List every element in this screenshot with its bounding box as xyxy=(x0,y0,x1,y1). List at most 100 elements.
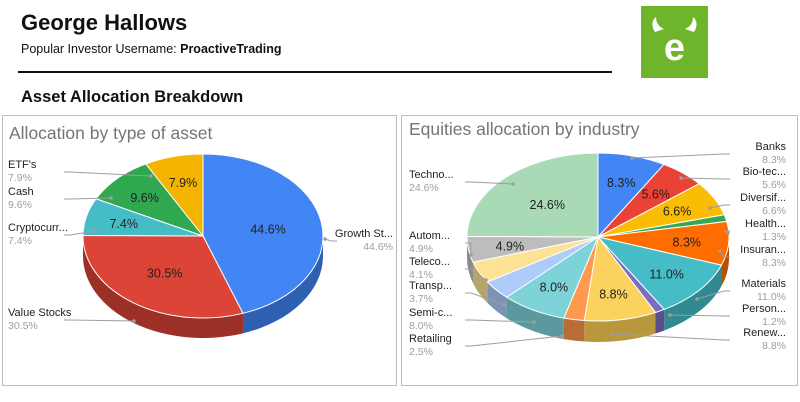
pie-side-insuran xyxy=(721,237,729,287)
leader-line-person xyxy=(669,314,730,317)
asset-type-pie-chart: Allocation by type of asset 44.6% 30.5% 7.4… xyxy=(8,123,393,338)
legend-value-semi-c: 8.0% xyxy=(409,320,433,332)
leader-dot-value-stocks xyxy=(132,319,136,323)
legend-value-cash: 9.6% xyxy=(8,199,32,211)
username-line: Popular Investor Username: ProactiveTrad… xyxy=(21,42,282,56)
slice-value-growth-st: 44.6% xyxy=(250,222,285,236)
legend-value-cryptocurr: 7.4% xyxy=(8,235,32,247)
chart-panel-industry: Equities allocation by industry 8.3% 5.6% 6… xyxy=(401,115,798,386)
legend-label-retailing: Retailing xyxy=(409,333,452,345)
slice-value-semi-c: 8.0% xyxy=(540,281,569,295)
leader-dot-person xyxy=(668,313,672,317)
leader-dot-etf-s xyxy=(149,174,153,178)
leader-dot-insuran xyxy=(718,249,722,253)
leader-line-diversif xyxy=(709,204,730,209)
legend-value-insuran: 8.3% xyxy=(762,257,786,269)
leader-line-transp xyxy=(465,292,506,306)
legend-label-cryptocurr: Cryptocurr... xyxy=(8,222,68,234)
legend-label-techno: Techno... xyxy=(409,169,454,181)
leader-line-etf-s xyxy=(64,171,152,177)
leader-line-cash xyxy=(64,197,112,200)
pie-slice-techno xyxy=(466,152,599,238)
pie-sides xyxy=(467,237,729,342)
slice-value-techno: 24.6% xyxy=(530,198,565,212)
legend-label-insuran: Insuran... xyxy=(740,244,786,256)
legend-value-materials: 11.0% xyxy=(757,291,786,303)
pie-side-autom xyxy=(467,237,473,284)
legend-value-retailing: 2.5% xyxy=(409,346,433,358)
legend-label-semi-c: Semi-c... xyxy=(409,307,452,319)
slice-value-bio-tec: 5.6% xyxy=(641,188,670,202)
header-divider xyxy=(18,71,612,73)
pie-side-teleco xyxy=(472,262,488,303)
leader-line-insuran xyxy=(719,250,730,258)
leader-dot-techno xyxy=(511,182,515,186)
svg-text:e: e xyxy=(664,27,685,69)
slice-value-autom: 4.9% xyxy=(496,239,525,253)
legend-label-materials: Materials xyxy=(741,278,786,290)
pie-side-materials xyxy=(664,265,722,331)
leader-dot-cryptocurr xyxy=(93,229,97,233)
leader-dot-semi-c xyxy=(532,320,536,324)
leader-dot-cash xyxy=(109,196,113,200)
leader-dot-transp xyxy=(503,303,507,307)
chart-title: Allocation by type of asset xyxy=(9,123,212,143)
username-value: ProactiveTrading xyxy=(180,42,282,56)
legend-label-renew: Renew... xyxy=(743,327,786,339)
slice-value-etf-s: 7.9% xyxy=(169,176,198,190)
slice-value-insuran: 8.3% xyxy=(673,235,702,249)
username-label: Popular Investor Username: xyxy=(21,42,181,56)
leader-line-cryptocurr xyxy=(64,230,96,236)
legend-value-techno: 24.6% xyxy=(409,182,439,194)
pie-side-renew xyxy=(584,312,656,342)
legend-value-health: 1.3% xyxy=(762,231,786,243)
leader-dot-autom xyxy=(469,253,473,257)
leader-dot-health xyxy=(726,231,730,235)
leader-dot-teleco xyxy=(484,278,488,282)
slice-value-banks: 8.3% xyxy=(607,176,636,190)
leader-line-growth-st xyxy=(324,238,337,242)
leader-line-bio-tec xyxy=(680,177,730,180)
legend-label-health: Health... xyxy=(745,218,786,230)
legend-value-value-stocks: 30.5% xyxy=(8,320,38,332)
legend-value-person: 1.2% xyxy=(762,316,786,328)
legend-label-etf-s: ETF's xyxy=(8,159,37,171)
leader-dot-retailing xyxy=(560,334,564,338)
legend-label-cash: Cash xyxy=(8,186,34,198)
section-title: Asset Allocation Breakdown xyxy=(21,88,244,106)
leader-line-semi-c xyxy=(465,319,535,323)
legend-label-teleco: Teleco... xyxy=(409,256,450,268)
pie-sides xyxy=(83,236,323,338)
slice-value-renew: 8.8% xyxy=(599,287,628,301)
slice-value-materials: 11.0% xyxy=(649,267,684,281)
leader-dot-renew xyxy=(610,332,614,336)
leader-line-materials xyxy=(696,290,730,300)
legend-value-bio-tec: 5.6% xyxy=(762,179,786,191)
leader-line-value-stocks xyxy=(64,319,135,322)
legend-label-diversif: Diversif... xyxy=(740,192,786,204)
legend-label-banks: Banks xyxy=(755,141,786,153)
investor-name: George Hallows xyxy=(21,10,188,35)
pie-side-value-stocks xyxy=(83,236,243,338)
pie-slice-value-stocks xyxy=(82,234,244,319)
leader-line-teleco xyxy=(465,268,487,281)
leader-dot-materials xyxy=(695,297,699,301)
legend-label-transp: Transp... xyxy=(409,280,452,292)
pie-slice-materials xyxy=(596,236,723,311)
pie-slice-etf-s xyxy=(145,153,204,238)
legend-label-person: Person... xyxy=(742,303,786,315)
industry-pie-chart: Equities allocation by industry 8.3% 5.6% 6… xyxy=(409,119,786,358)
legend-value-renew: 8.8% xyxy=(762,340,786,352)
pie-side-retailing xyxy=(563,318,585,342)
pie-side-transp xyxy=(487,281,507,319)
pie-side-growth-st xyxy=(242,236,323,334)
pie-side-person xyxy=(655,309,665,334)
etoro-bull-logo-icon: e xyxy=(641,6,708,78)
leader-line-renew xyxy=(611,333,730,341)
pie-slices xyxy=(466,152,730,322)
slice-value-cryptocurr: 7.4% xyxy=(109,217,138,231)
legend-value-autom: 4.9% xyxy=(409,243,433,255)
legend-value-diversif: 6.6% xyxy=(762,205,786,217)
leader-line-techno xyxy=(465,181,514,185)
leader-dot-bio-tec xyxy=(679,176,683,180)
